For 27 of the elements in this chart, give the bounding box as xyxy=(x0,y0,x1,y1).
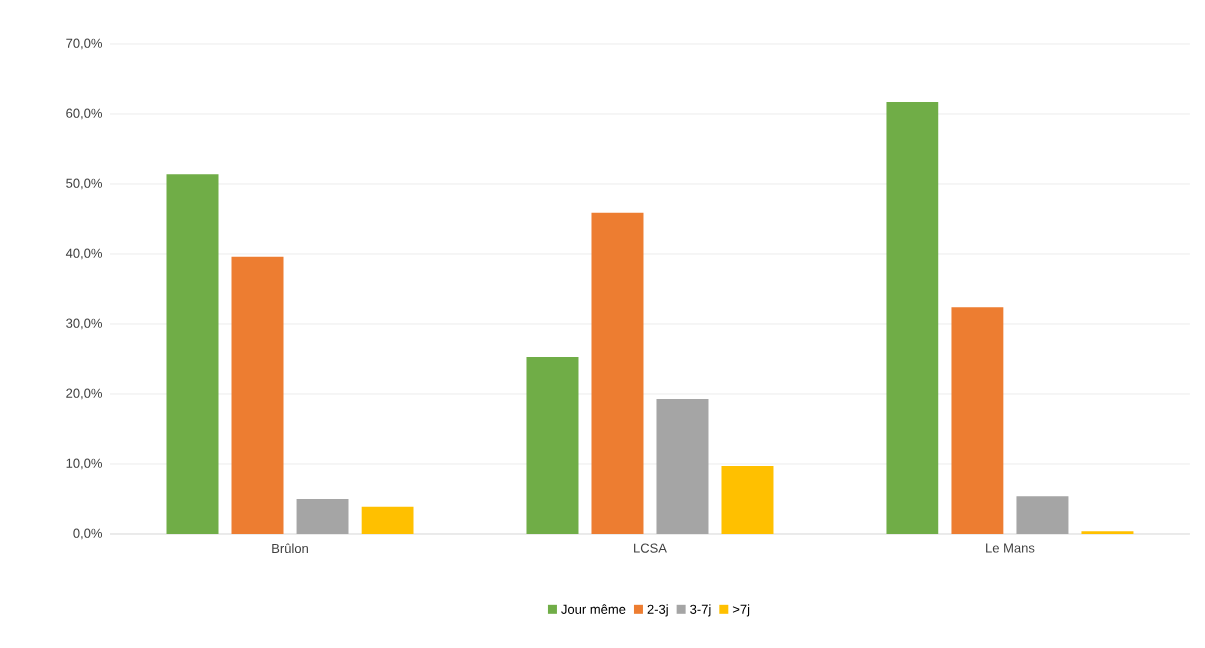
bar xyxy=(721,466,774,534)
bar xyxy=(1016,496,1069,534)
y-tick-label: 20,0% xyxy=(66,388,103,400)
legend-label: Jour même xyxy=(561,604,626,614)
y-tick-label: 10,0% xyxy=(66,458,103,470)
bar xyxy=(1081,531,1134,534)
legend-label: 3-7j xyxy=(690,604,711,617)
x-tick-label: LCSA xyxy=(634,543,667,553)
bar xyxy=(166,174,219,534)
y-tick-label: 30,0% xyxy=(66,318,103,330)
x-tick-label: Brûlon xyxy=(272,543,308,554)
bar xyxy=(231,256,284,534)
y-tick-label: 50,0% xyxy=(66,178,103,190)
bar xyxy=(886,102,939,534)
x-tick-label: Le Mans xyxy=(986,543,1035,553)
bar xyxy=(526,356,579,534)
y-tick-label: 40,0% xyxy=(65,248,103,260)
legend-label: 2-3j xyxy=(647,604,668,617)
y-tick-label: 60,0% xyxy=(66,108,103,120)
legend-label: >7j xyxy=(732,604,750,617)
bar xyxy=(296,498,349,534)
bar xyxy=(951,307,1004,534)
y-tick-label: 0,0% xyxy=(73,528,103,540)
y-tick-label: 70,0% xyxy=(66,38,103,50)
bar xyxy=(656,398,709,534)
bar xyxy=(361,506,414,534)
bar xyxy=(591,212,644,534)
